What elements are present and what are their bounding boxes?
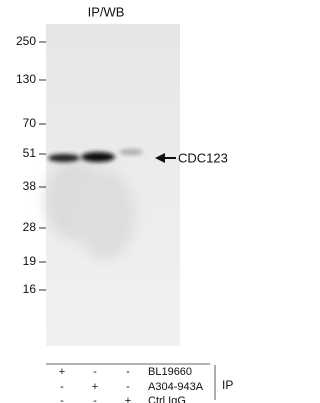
target-label: CDC123 <box>178 150 228 165</box>
lane-sign: - <box>60 395 64 403</box>
row-label: BL19660 <box>148 366 192 378</box>
marker-label: 16 <box>23 282 37 296</box>
lane-sign: + <box>92 381 98 393</box>
lane-sign: + <box>125 395 131 403</box>
lane-sign: - <box>126 366 130 378</box>
lane-sign: + <box>59 366 65 378</box>
lane-sign: - <box>93 366 97 378</box>
group-label: IP <box>222 378 233 392</box>
lane-sign: - <box>60 381 64 393</box>
band <box>81 152 115 162</box>
band <box>48 154 80 162</box>
marker-label: 250 <box>16 34 36 48</box>
marker-label: 38 <box>23 179 37 193</box>
figure: IP/WB 250 130 70 51 38 28 19 16 CDC123 + - - BL196… <box>16 4 233 403</box>
lane-sign: - <box>93 395 97 403</box>
marker-label: 70 <box>23 116 37 130</box>
smear <box>75 170 135 260</box>
marker-label: 28 <box>23 220 37 234</box>
lane-sign: - <box>126 381 130 393</box>
marker-label: 19 <box>23 254 37 268</box>
band <box>119 149 143 155</box>
arrow <box>155 153 176 163</box>
markers: 250 130 70 51 38 28 19 16 <box>16 34 46 296</box>
marker-label: 130 <box>16 72 36 86</box>
title: IP/WB <box>88 4 125 19</box>
marker-label: 51 <box>23 146 37 160</box>
row-label: A304-943A <box>148 381 204 393</box>
lane-table: + - - BL19660 - + - A304-943A - - + Ctrl IgG <box>59 366 204 403</box>
row-label: Ctrl IgG <box>148 395 186 403</box>
